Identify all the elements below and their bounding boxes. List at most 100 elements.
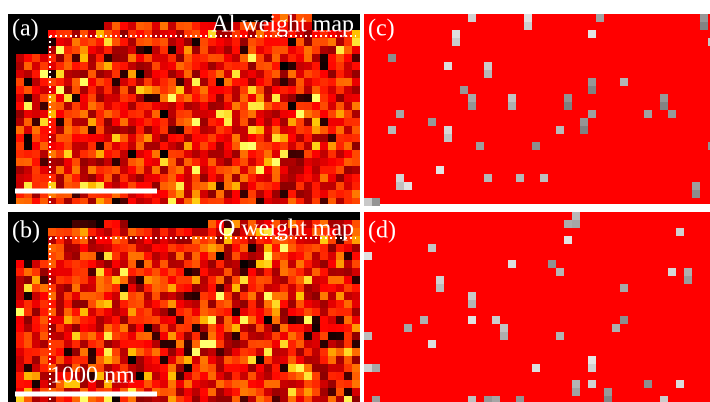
- map-pixel: [296, 190, 304, 198]
- map-pixel: [48, 70, 56, 78]
- map-pixel: [428, 340, 436, 348]
- map-pixel: [524, 22, 532, 30]
- map-pixel: [280, 276, 288, 284]
- map-pixel: [564, 94, 572, 102]
- map-pixel: [128, 340, 136, 348]
- map-pixel: [96, 142, 104, 150]
- map-pixel: [152, 158, 160, 166]
- map-pixel: [256, 372, 264, 380]
- map-pixel: [152, 142, 160, 150]
- map-pixel: [96, 236, 104, 244]
- map-pixel: [120, 22, 128, 30]
- map-pixel: [64, 284, 72, 292]
- map-pixel: [344, 300, 352, 308]
- map-pixel: [96, 182, 104, 190]
- map-pixel: [296, 126, 304, 134]
- map-pixel: [128, 316, 136, 324]
- map-pixel: [176, 22, 184, 30]
- map-pixel: [88, 244, 96, 252]
- map-pixel: [216, 236, 224, 244]
- map-pixel: [312, 372, 320, 380]
- map-pixel: [168, 166, 176, 174]
- map-pixel: [192, 30, 200, 38]
- map-pixel: [32, 260, 40, 268]
- map-pixel: [216, 62, 224, 70]
- map-pixel: [48, 396, 56, 402]
- map-pixel: [184, 324, 192, 332]
- map-pixel: [224, 158, 232, 166]
- map-pixel: [328, 86, 336, 94]
- map-pixel: [168, 70, 176, 78]
- map-pixel: [120, 54, 128, 62]
- map-pixel: [48, 126, 56, 134]
- map-pixel: [184, 54, 192, 62]
- map-pixel: [24, 268, 32, 276]
- map-pixel: [200, 316, 208, 324]
- map-pixel: [32, 292, 40, 300]
- map-pixel: [344, 158, 352, 166]
- map-pixel: [264, 228, 272, 236]
- map-pixel: [200, 252, 208, 260]
- map-pixel: [296, 236, 304, 244]
- map-pixel: [352, 380, 360, 388]
- map-pixel: [88, 308, 96, 316]
- map-pixel: [248, 102, 256, 110]
- map-pixel: [288, 324, 296, 332]
- map-pixel: [256, 364, 264, 372]
- map-pixel: [48, 372, 56, 380]
- map-pixel: [336, 396, 344, 402]
- map-pixel: [224, 134, 232, 142]
- map-pixel: [168, 356, 176, 364]
- map-pixel: [96, 252, 104, 260]
- map-pixel: [388, 54, 396, 62]
- map-pixel: [64, 308, 72, 316]
- map-pixel: [104, 236, 112, 244]
- map-pixel: [80, 268, 88, 276]
- map-pixel: [96, 340, 104, 348]
- map-pixel: [224, 142, 232, 150]
- map-pixel: [288, 110, 296, 118]
- map-pixel: [328, 260, 336, 268]
- map-pixel: [88, 364, 96, 372]
- map-pixel: [344, 364, 352, 372]
- map-pixel: [352, 102, 360, 110]
- map-pixel: [184, 276, 192, 284]
- map-pixel: [88, 158, 96, 166]
- map-pixel: [232, 118, 240, 126]
- map-pixel: [40, 126, 48, 134]
- map-pixel: [120, 190, 128, 198]
- map-pixel: [320, 150, 328, 158]
- map-pixel: [120, 396, 128, 402]
- map-pixel: [104, 174, 112, 182]
- map-pixel: [88, 102, 96, 110]
- map-pixel: [64, 70, 72, 78]
- map-pixel: [16, 300, 24, 308]
- map-pixel: [144, 364, 152, 372]
- map-pixel: [280, 252, 288, 260]
- map-pixel: [248, 22, 256, 30]
- map-pixel: [320, 228, 328, 236]
- map-pixel: [80, 364, 88, 372]
- map-pixel: [88, 372, 96, 380]
- map-pixel: [532, 142, 540, 150]
- map-pixel: [96, 118, 104, 126]
- map-pixel: [112, 198, 120, 204]
- map-pixel: [144, 78, 152, 86]
- map-pixel: [216, 252, 224, 260]
- map-pixel: [256, 292, 264, 300]
- map-pixel: [304, 308, 312, 316]
- map-pixel: [248, 260, 256, 268]
- map-pixel: [144, 30, 152, 38]
- map-pixel: [176, 102, 184, 110]
- map-pixel: [312, 174, 320, 182]
- map-pixel: [128, 198, 136, 204]
- map-pixel: [120, 86, 128, 94]
- map-pixel: [40, 324, 48, 332]
- map-pixel: [264, 388, 272, 396]
- map-pixel: [176, 182, 184, 190]
- map-pixel: [128, 126, 136, 134]
- map-pixel: [104, 308, 112, 316]
- map-pixel: [160, 356, 168, 364]
- map-pixel: [216, 94, 224, 102]
- map-pixel: [168, 284, 176, 292]
